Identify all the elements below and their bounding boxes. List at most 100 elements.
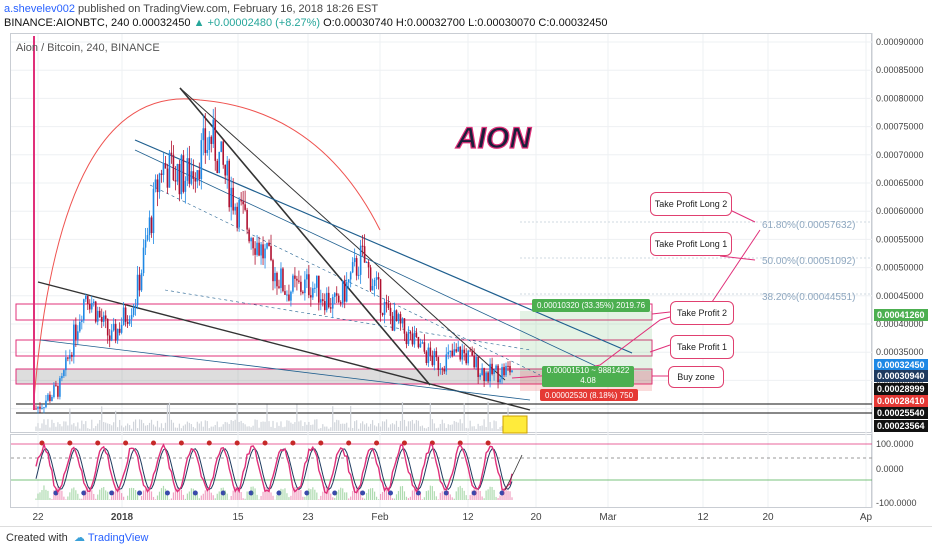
volume-bar bbox=[358, 429, 359, 431]
candle-body bbox=[77, 331, 79, 339]
candle-body bbox=[262, 244, 264, 258]
candle-body bbox=[147, 235, 149, 240]
candle-body bbox=[185, 181, 187, 192]
osc-hist-bar bbox=[470, 495, 471, 500]
volume-bar bbox=[199, 424, 200, 431]
candle-body bbox=[123, 308, 125, 325]
volume-bar bbox=[75, 426, 76, 431]
candle-body bbox=[422, 342, 424, 343]
osc-hist-bar bbox=[352, 491, 353, 500]
volume-bar bbox=[346, 423, 347, 431]
osc-hist-bar bbox=[101, 488, 102, 500]
candle-body bbox=[469, 351, 471, 352]
candle-body bbox=[376, 277, 378, 280]
osc-hist-bar bbox=[482, 496, 483, 500]
volume-bar bbox=[412, 420, 413, 431]
volume-bar bbox=[252, 426, 253, 431]
candle-body bbox=[485, 373, 487, 382]
osc-hist-bar bbox=[505, 489, 506, 500]
osc-hist-bar bbox=[368, 489, 369, 500]
candle-body bbox=[296, 279, 298, 281]
volume-bar bbox=[260, 422, 261, 431]
candle-body bbox=[432, 356, 434, 366]
volume-bar bbox=[418, 421, 419, 431]
osc-hist-bar bbox=[75, 490, 76, 500]
yellow-marker bbox=[503, 416, 527, 433]
volume-bar bbox=[466, 428, 467, 431]
candle-body bbox=[153, 189, 155, 233]
osc-bottom-dot bbox=[137, 491, 142, 496]
candle-body bbox=[234, 207, 236, 211]
candle-body bbox=[386, 302, 388, 303]
volume-bar bbox=[193, 427, 194, 431]
candle-body bbox=[378, 277, 380, 279]
volume-bar bbox=[258, 428, 259, 431]
osc-hist-bar bbox=[151, 491, 152, 500]
osc-hist-bar bbox=[468, 499, 469, 500]
candle-body bbox=[183, 155, 185, 192]
candle-body bbox=[109, 335, 111, 340]
buy-zone-callout: Buy zone bbox=[668, 366, 724, 388]
price-chart[interactable]: 0.000900000.000850000.000800000.00075000… bbox=[0, 0, 932, 526]
osc-hist-bar bbox=[227, 494, 228, 500]
volume-bar bbox=[388, 428, 389, 431]
volume-bar bbox=[209, 428, 210, 431]
volume-bar bbox=[227, 422, 228, 431]
volume-bar bbox=[446, 428, 447, 431]
osc-hist-bar bbox=[258, 499, 259, 500]
volume-bar bbox=[472, 426, 473, 431]
candle-body bbox=[495, 366, 497, 370]
candle-body bbox=[324, 301, 326, 310]
volume-bar bbox=[350, 406, 351, 431]
candle-body bbox=[278, 286, 280, 288]
candle-body bbox=[424, 342, 426, 351]
candle-body bbox=[93, 302, 95, 303]
osc-hist-bar bbox=[404, 491, 405, 500]
volume-bar bbox=[99, 420, 100, 431]
osc-hist-bar bbox=[203, 494, 204, 500]
candle-body bbox=[119, 329, 121, 333]
osc-hist-bar bbox=[252, 487, 253, 500]
osc-hist-bar bbox=[57, 487, 58, 500]
candle-body bbox=[191, 171, 193, 184]
volume-bar bbox=[191, 424, 192, 431]
volume-bar bbox=[197, 422, 198, 431]
osc-hist-bar bbox=[458, 487, 459, 500]
osc-hist-bar bbox=[65, 499, 66, 500]
volume-bar bbox=[286, 420, 287, 431]
candle-body bbox=[270, 246, 272, 260]
volume-bar bbox=[495, 421, 496, 431]
volume-bar bbox=[51, 420, 52, 431]
osc-hist-bar bbox=[414, 489, 415, 500]
candle-body bbox=[232, 188, 234, 211]
volume-bar bbox=[452, 424, 453, 431]
candle-body bbox=[35, 409, 37, 410]
candle-body bbox=[314, 288, 316, 289]
candle-body bbox=[171, 153, 173, 155]
volume-bar bbox=[434, 423, 435, 431]
osc-top-dot bbox=[95, 441, 100, 446]
osc-top-dot bbox=[318, 441, 323, 446]
volume-bar bbox=[462, 423, 463, 431]
osc-hist-bar bbox=[199, 498, 200, 500]
candle-body bbox=[440, 369, 442, 370]
candle-body bbox=[418, 337, 420, 347]
tp-1-connector bbox=[650, 345, 670, 352]
candle-body bbox=[330, 307, 332, 308]
volume-bar bbox=[109, 424, 110, 431]
candle-body bbox=[503, 367, 505, 375]
candle-body bbox=[294, 276, 296, 279]
osc-hist-bar bbox=[73, 487, 74, 500]
volume-bar bbox=[294, 422, 295, 431]
osc-hist-bar bbox=[454, 499, 455, 500]
osc-hist-bar bbox=[243, 498, 244, 500]
candle-body bbox=[103, 315, 105, 321]
volume-bar bbox=[326, 427, 327, 431]
candle-body bbox=[61, 376, 63, 378]
tradingview-logo[interactable]: ☁ TradingView bbox=[74, 531, 148, 544]
candle-body bbox=[400, 314, 402, 323]
chart-title: Aion / Bitcoin, 240, BINANCE bbox=[16, 42, 160, 54]
osc-hist-bar bbox=[410, 497, 411, 500]
osc-hist-bar bbox=[450, 494, 451, 500]
volume-bar bbox=[77, 422, 78, 431]
